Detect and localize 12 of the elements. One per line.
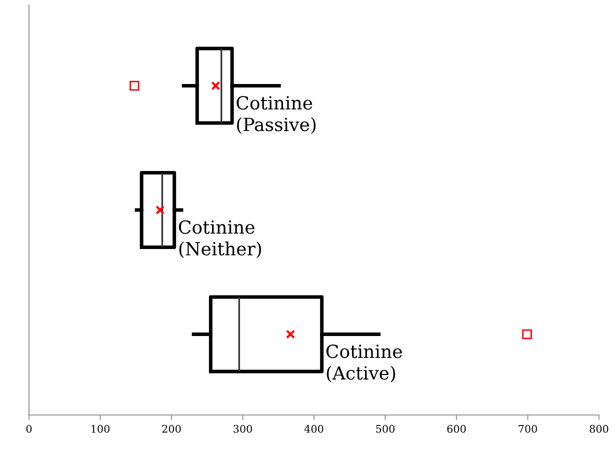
x-tick-label: 300 xyxy=(234,424,252,433)
x-tick-label: 200 xyxy=(162,424,181,433)
x-tick-label: 700 xyxy=(518,424,537,433)
annotation: Cotinine (Active) xyxy=(326,344,402,382)
x-tick-label: 600 xyxy=(447,424,466,433)
annotation: Cotinine (Neither) xyxy=(178,220,262,258)
x-tick-label: 100 xyxy=(92,424,110,433)
x-tick-label: 500 xyxy=(376,424,394,433)
x-tick-label: 0 xyxy=(26,424,32,433)
x-tick-label: 400 xyxy=(304,424,324,433)
x-tick-label: 800 xyxy=(590,424,608,433)
annotation: Cotinine (Passive) xyxy=(236,96,316,134)
